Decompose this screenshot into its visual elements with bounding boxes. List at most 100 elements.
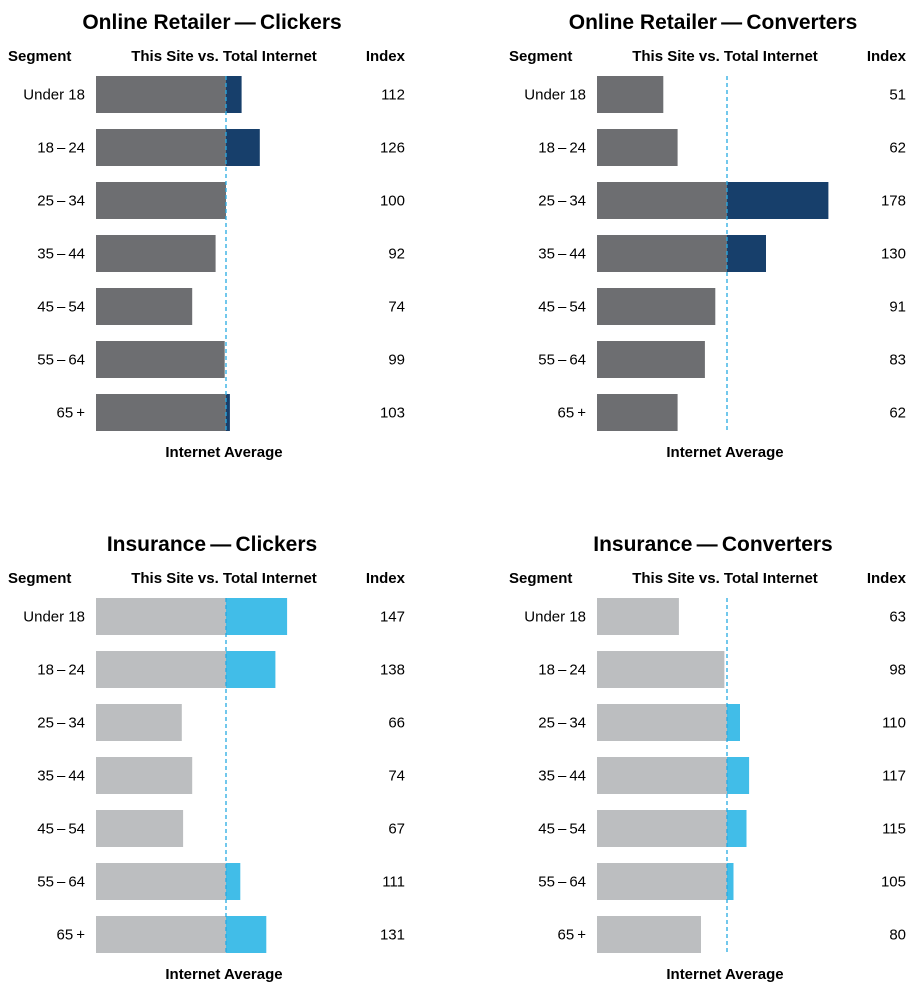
segment-label: 65 + bbox=[57, 927, 86, 944]
bar-above-average bbox=[226, 129, 260, 166]
bar-base bbox=[597, 235, 727, 272]
index-value: 67 bbox=[388, 821, 405, 838]
index-value: 92 bbox=[388, 246, 405, 263]
bar-base bbox=[96, 863, 226, 900]
index-value: 117 bbox=[882, 768, 906, 785]
segment-label: 35 – 44 bbox=[538, 246, 586, 263]
index-value: 131 bbox=[380, 927, 405, 944]
bar-base bbox=[96, 76, 226, 113]
bar-above-average bbox=[727, 757, 750, 794]
index-value: 112 bbox=[381, 87, 405, 104]
index-value: 63 bbox=[889, 609, 906, 626]
header-index: Index bbox=[867, 48, 907, 65]
bar-base bbox=[597, 341, 705, 378]
bar-above-average bbox=[226, 651, 276, 688]
index-value: 178 bbox=[881, 193, 906, 210]
index-value: 110 bbox=[882, 715, 906, 732]
bar-above-average bbox=[226, 598, 288, 635]
index-value: 147 bbox=[380, 609, 405, 626]
chart-panel-4: Insurance — Converters Segment This Site v… bbox=[509, 533, 907, 983]
segment-label: 18 – 24 bbox=[538, 662, 586, 679]
internet-average-label: Internet Average bbox=[165, 966, 282, 983]
bar-base bbox=[597, 129, 678, 166]
bar-base bbox=[597, 916, 701, 953]
segment-label: 45 – 54 bbox=[37, 821, 85, 838]
index-value: 74 bbox=[388, 768, 405, 785]
segment-label: Under 18 bbox=[524, 609, 586, 626]
bar-base bbox=[597, 76, 664, 113]
bar-above-average bbox=[226, 394, 230, 431]
segment-label: 35 – 44 bbox=[538, 768, 586, 785]
index-value: 66 bbox=[388, 715, 405, 732]
segment-label: 25 – 34 bbox=[538, 193, 586, 210]
segment-label: 55 – 64 bbox=[37, 352, 85, 369]
chart-title: Online Retailer — Clickers bbox=[82, 11, 341, 34]
segment-label: 25 – 34 bbox=[538, 715, 586, 732]
index-value: 74 bbox=[388, 299, 405, 316]
header-bars: This Site vs. Total Internet bbox=[131, 570, 317, 587]
bar-base bbox=[597, 704, 727, 741]
bar-base bbox=[96, 704, 182, 741]
index-value: 130 bbox=[881, 246, 906, 263]
bar-base bbox=[597, 182, 727, 219]
bar-base bbox=[597, 757, 727, 794]
bar-base bbox=[96, 598, 226, 635]
internet-average-label: Internet Average bbox=[165, 444, 282, 461]
index-value: 83 bbox=[889, 352, 906, 369]
header-segment: Segment bbox=[8, 570, 71, 587]
bar-base bbox=[597, 810, 727, 847]
segment-label: 45 – 54 bbox=[538, 821, 586, 838]
segment-label: 25 – 34 bbox=[37, 715, 85, 732]
header-index: Index bbox=[867, 570, 907, 587]
bar-base bbox=[96, 757, 193, 794]
index-value: 80 bbox=[889, 927, 906, 944]
segment-label: 55 – 64 bbox=[538, 352, 586, 369]
index-value: 62 bbox=[889, 140, 906, 157]
bar-above-average bbox=[226, 863, 241, 900]
bar-base bbox=[96, 916, 226, 953]
bar-above-average bbox=[727, 810, 747, 847]
bar-base bbox=[597, 394, 678, 431]
header-index: Index bbox=[366, 570, 406, 587]
bar-base bbox=[597, 288, 716, 325]
segment-label: 65 + bbox=[558, 405, 587, 422]
index-value: 111 bbox=[382, 874, 405, 891]
bar-base bbox=[597, 598, 679, 635]
bar-base bbox=[96, 341, 225, 378]
segment-label: 45 – 54 bbox=[37, 299, 85, 316]
segment-label: 35 – 44 bbox=[37, 246, 85, 263]
bar-above-average bbox=[727, 182, 829, 219]
segment-label: 18 – 24 bbox=[37, 662, 85, 679]
bar-base bbox=[96, 810, 184, 847]
chart-title: Insurance — Converters bbox=[593, 533, 833, 556]
segment-label: 25 – 34 bbox=[37, 193, 85, 210]
bar-base bbox=[96, 394, 226, 431]
bar-base bbox=[96, 182, 226, 219]
index-value: 103 bbox=[380, 405, 405, 422]
segment-label: 35 – 44 bbox=[37, 768, 85, 785]
bar-above-average bbox=[226, 76, 242, 113]
segment-label: Under 18 bbox=[23, 87, 85, 104]
header-bars: This Site vs. Total Internet bbox=[632, 48, 818, 65]
bar-base bbox=[96, 235, 216, 272]
header-segment: Segment bbox=[509, 570, 572, 587]
segment-label: 18 – 24 bbox=[37, 140, 85, 157]
segment-label: Under 18 bbox=[524, 87, 586, 104]
index-value: 91 bbox=[889, 299, 906, 316]
bar-above-average bbox=[226, 916, 267, 953]
bar-base bbox=[597, 651, 725, 688]
chart-title: Online Retailer — Converters bbox=[569, 11, 858, 34]
chart-title: Insurance — Clickers bbox=[107, 533, 317, 556]
index-value: 99 bbox=[388, 352, 405, 369]
segment-label: 55 – 64 bbox=[538, 874, 586, 891]
bar-above-average bbox=[727, 704, 740, 741]
header-bars: This Site vs. Total Internet bbox=[632, 570, 818, 587]
index-value: 105 bbox=[881, 874, 906, 891]
header-index: Index bbox=[366, 48, 406, 65]
segment-label: 65 + bbox=[57, 405, 86, 422]
header-segment: Segment bbox=[8, 48, 71, 65]
chart-panel-3: Insurance — Clickers Segment This Site vs.… bbox=[8, 533, 406, 983]
segment-label: 45 – 54 bbox=[538, 299, 586, 316]
segment-label: 55 – 64 bbox=[37, 874, 85, 891]
index-value: 126 bbox=[380, 140, 405, 157]
